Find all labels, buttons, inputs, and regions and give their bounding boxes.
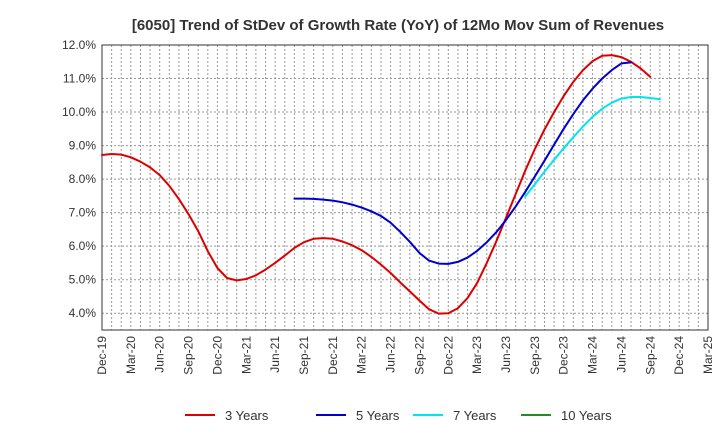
x-axis: Dec-19 Mar-20 Jun-20 Sep-20 Dec-20 Mar-21 Jun-… [95, 336, 715, 375]
y-tick-label: 10.0% [62, 105, 96, 119]
series-line-7-years [524, 96, 661, 198]
x-tick-label: Dec-21 [326, 336, 340, 375]
x-tick-label: Mar-20 [124, 336, 138, 374]
series-line-5-years [293, 61, 632, 265]
legend-label: 3 Years [225, 408, 269, 423]
x-tick-label: Jun-24 [614, 336, 628, 373]
x-tick-label: Mar-21 [239, 336, 253, 374]
x-tick-label: Jun-21 [268, 336, 282, 373]
x-tick-label: Mar-23 [470, 336, 484, 374]
grid [102, 44, 708, 330]
legend: 3 Years 5 Years 7 Years 10 Years [185, 408, 612, 423]
x-tick-label: Mar-24 [586, 336, 600, 374]
y-tick-label: 4.0% [69, 306, 97, 320]
y-tick-label: 8.0% [69, 172, 97, 186]
x-tick-label: Jun-23 [499, 336, 513, 373]
x-tick-label: Mar-25 [701, 336, 715, 374]
x-tick-label: Sep-22 [412, 336, 426, 375]
x-tick-label: Dec-22 [441, 336, 455, 375]
y-tick-label: 11.0% [63, 72, 96, 86]
series-line-3-years [101, 54, 652, 315]
x-tick-label: Sep-23 [528, 336, 542, 375]
y-tick-label: 12.0% [62, 38, 96, 52]
y-tick-label: 5.0% [69, 273, 97, 287]
legend-label: 10 Years [561, 408, 612, 423]
chart-title: [6050] Trend of StDev of Growth Rate (Yo… [132, 17, 664, 34]
y-axis: 4.0% 5.0% 6.0% 7.0% 8.0% 9.0% 10.0% 11.0% 12.0% [62, 38, 96, 320]
x-tick-label: Dec-20 [210, 336, 224, 375]
x-tick-label: Sep-20 [182, 336, 196, 375]
x-tick-label: Mar-22 [355, 336, 369, 374]
y-tick-label: 9.0% [69, 139, 97, 153]
y-tick-label: 7.0% [69, 206, 97, 220]
legend-label: 5 Years [356, 408, 400, 423]
y-tick-label: 6.0% [69, 239, 97, 253]
x-tick-label: Sep-24 [643, 336, 657, 375]
legend-label: 7 Years [453, 408, 497, 423]
x-tick-label: Jun-20 [153, 336, 167, 373]
series-lines [101, 54, 661, 315]
x-tick-label: Dec-19 [95, 336, 109, 375]
plot-area [101, 44, 709, 331]
x-tick-label: Jun-22 [384, 336, 398, 373]
x-tick-label: Dec-24 [672, 336, 686, 375]
x-tick-label: Dec-23 [557, 336, 571, 375]
x-tick-label: Sep-21 [297, 336, 311, 375]
